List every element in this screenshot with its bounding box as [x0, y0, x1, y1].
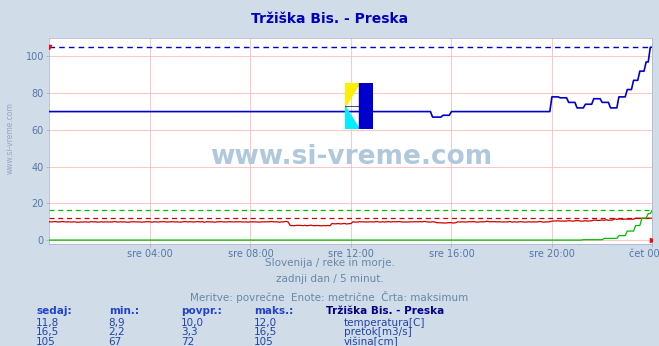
Text: zadnji dan / 5 minut.: zadnji dan / 5 minut. — [275, 274, 384, 284]
Text: Meritve: povrečne  Enote: metrične  Črta: maksimum: Meritve: povrečne Enote: metrične Črta: … — [190, 291, 469, 303]
Text: 105: 105 — [36, 337, 56, 346]
Text: 3,3: 3,3 — [181, 327, 198, 337]
Text: www.si-vreme.com: www.si-vreme.com — [210, 145, 492, 171]
Text: sedaj:: sedaj: — [36, 306, 72, 316]
Text: Slovenija / reke in morje.: Slovenija / reke in morje. — [264, 258, 395, 268]
Text: 67: 67 — [109, 337, 122, 346]
Text: maks.:: maks.: — [254, 306, 293, 316]
Text: 16,5: 16,5 — [36, 327, 59, 337]
Polygon shape — [345, 83, 359, 106]
Text: višina[cm]: višina[cm] — [344, 337, 399, 346]
Text: povpr.:: povpr.: — [181, 306, 222, 316]
Polygon shape — [359, 83, 373, 129]
Text: 10,0: 10,0 — [181, 318, 204, 328]
Text: 8,9: 8,9 — [109, 318, 125, 328]
Text: 11,8: 11,8 — [36, 318, 59, 328]
Text: Tržiška Bis. - Preska: Tržiška Bis. - Preska — [326, 306, 444, 316]
Text: 12,0: 12,0 — [254, 318, 277, 328]
Text: 16,5: 16,5 — [254, 327, 277, 337]
Text: Tržiška Bis. - Preska: Tržiška Bis. - Preska — [251, 12, 408, 26]
Text: min.:: min.: — [109, 306, 139, 316]
Text: 72: 72 — [181, 337, 194, 346]
Text: www.si-vreme.com: www.si-vreme.com — [5, 102, 14, 174]
Text: 2,2: 2,2 — [109, 327, 125, 337]
Polygon shape — [345, 106, 359, 129]
Text: pretok[m3/s]: pretok[m3/s] — [344, 327, 412, 337]
Text: temperatura[C]: temperatura[C] — [344, 318, 426, 328]
Text: 105: 105 — [254, 337, 273, 346]
